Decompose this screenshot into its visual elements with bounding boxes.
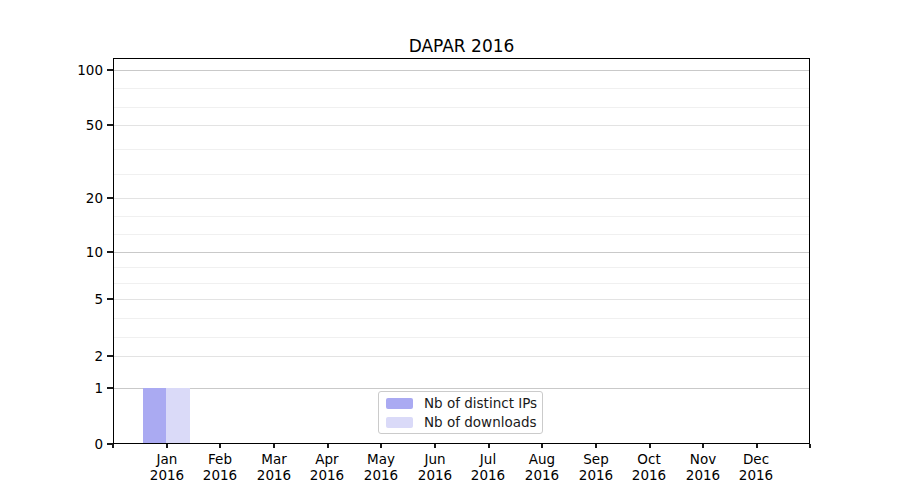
- legend-item-downloads: Nb of downloads: [386, 414, 534, 430]
- x-tick-label-feb: Feb2016: [190, 451, 250, 483]
- gridline-minor: [114, 283, 809, 284]
- x-tick-label-sep: Sep2016: [566, 451, 626, 483]
- gridline-minor: [114, 149, 809, 150]
- gridline-10: [114, 252, 809, 253]
- bar-jan-distinct-ips: [143, 388, 166, 443]
- x-tick-mark: [380, 444, 382, 448]
- gridline-minor: [114, 267, 809, 268]
- gridline-minor: [114, 88, 809, 89]
- x-tick-label-jan: Jan2016: [137, 451, 197, 483]
- y-tick-label-50: 50: [43, 116, 103, 134]
- x-tick-label-dec: Dec2016: [726, 451, 786, 483]
- gridline-minor: [114, 174, 809, 175]
- x-tick-mark: [541, 444, 543, 448]
- x-tick-mark: [327, 444, 329, 448]
- gridline-minor: [114, 107, 809, 108]
- x-tick-label-aug: Aug2016: [512, 451, 572, 483]
- legend-swatch-distinct-ips: [386, 398, 413, 409]
- x-tick-mark: [166, 444, 168, 448]
- gridline-50: [114, 125, 809, 126]
- gridline-minor: [114, 216, 809, 217]
- x-tick-mark: [219, 444, 221, 448]
- x-tick-mark: [702, 444, 704, 448]
- x-tick-mark: [649, 444, 651, 448]
- x-tick-label-mar: Mar2016: [244, 451, 304, 483]
- gridline-5: [114, 299, 809, 300]
- x-tick-mark: [434, 444, 436, 448]
- x-tick-mark: [595, 444, 597, 448]
- chart-title: DAPAR 2016: [113, 36, 810, 56]
- x-tick-label-jul: Jul2016: [458, 451, 518, 483]
- gridline-minor: [114, 337, 809, 338]
- gridline-100: [114, 70, 809, 71]
- gridline-1: [114, 388, 809, 389]
- x-tick-mark: [112, 444, 114, 448]
- gridline-minor: [114, 318, 809, 319]
- plot-area: Nb of distinct IPs Nb of downloads: [113, 58, 810, 444]
- gridline-20: [114, 198, 809, 199]
- x-tick-label-jun: Jun2016: [405, 451, 465, 483]
- x-tick-label-oct: Oct2016: [619, 451, 679, 483]
- x-tick-mark: [488, 444, 490, 448]
- bar-jan-downloads: [166, 388, 190, 443]
- chart-figure: DAPAR 2016 100 50 20 10 5 2 1 0 Jan2016 …: [0, 0, 900, 500]
- x-tick-mark: [273, 444, 275, 448]
- x-tick-mark: [756, 444, 758, 448]
- y-tick-label-20: 20: [43, 189, 103, 207]
- legend-label-downloads: Nb of downloads: [424, 414, 537, 430]
- y-tick-label-10: 10: [43, 243, 103, 261]
- legend-label-distinct-ips: Nb of distinct IPs: [424, 395, 537, 411]
- y-tick-label-5: 5: [43, 290, 103, 308]
- legend: Nb of distinct IPs Nb of downloads: [378, 391, 543, 434]
- legend-swatch-downloads: [386, 417, 413, 428]
- x-tick-label-apr: Apr2016: [297, 451, 357, 483]
- y-tick-label-100: 100: [43, 61, 103, 79]
- x-tick-label-nov: Nov2016: [673, 451, 733, 483]
- y-tick-label-1: 1: [43, 379, 103, 397]
- gridline-minor: [114, 234, 809, 235]
- y-tick-label-2: 2: [43, 347, 103, 365]
- legend-item-distinct-ips: Nb of distinct IPs: [386, 395, 534, 411]
- gridline-2: [114, 356, 809, 357]
- x-tick-mark: [809, 444, 811, 448]
- y-tick-label-0: 0: [43, 435, 103, 453]
- x-tick-label-may: May2016: [351, 451, 411, 483]
